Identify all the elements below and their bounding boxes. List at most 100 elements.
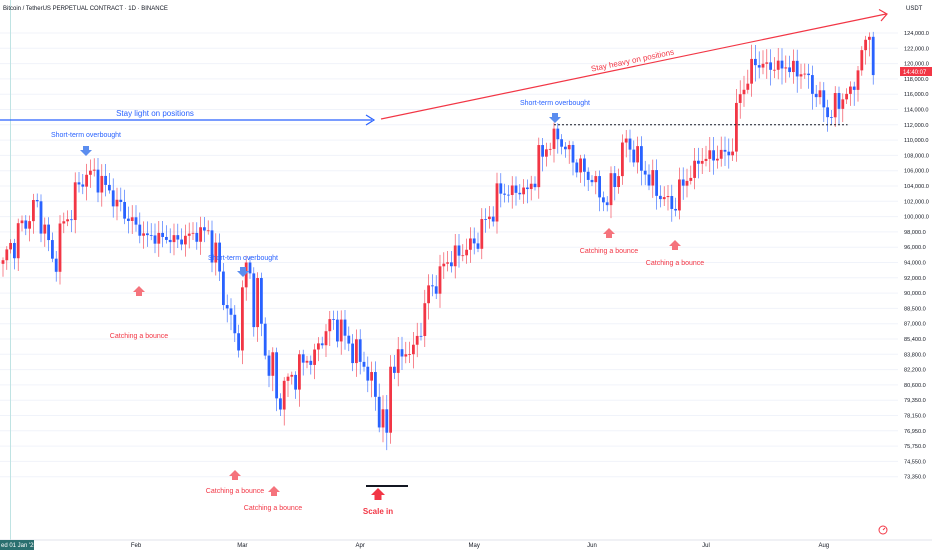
candle-body: [788, 67, 791, 73]
candle-body: [480, 219, 484, 249]
stay-heavy-arrowhead: [878, 8, 888, 22]
bounce-marker-jun1[interactable]: Catching a bounce: [580, 228, 638, 255]
candle-body: [735, 102, 738, 152]
candle-body: [184, 235, 187, 245]
candle-body: [43, 224, 47, 234]
time-tick-label: Jul: [702, 543, 710, 549]
price-tick-label: 96,000.0: [904, 245, 926, 251]
candle-body: [712, 150, 715, 161]
candle-body: [503, 193, 506, 195]
stay-light-annotation[interactable]: Stay light on positions: [0, 109, 376, 126]
candle-body: [370, 372, 373, 381]
candle-body: [400, 349, 404, 357]
candle-body: [237, 333, 240, 351]
candle-body: [564, 146, 567, 150]
bounce-marker-jun2[interactable]: Catching a bounce: [646, 240, 704, 267]
bounce-marker-mar2[interactable]: Catching a bounce: [244, 486, 302, 512]
candle-body: [138, 224, 142, 236]
bounce-marker-jan[interactable]: Catching a bounce: [110, 286, 168, 340]
price-tick-label: 78,150.0: [904, 414, 926, 420]
candle-body: [206, 230, 210, 232]
candle-body: [381, 409, 385, 428]
stay-heavy-annotation[interactable]: Stay heavy on positions: [380, 8, 888, 120]
candle-body: [594, 176, 598, 183]
candle-body: [241, 287, 244, 351]
candle-body: [73, 182, 77, 221]
candle-body: [727, 151, 731, 156]
up-arrow-icon: [371, 488, 385, 500]
candle-body: [104, 175, 107, 185]
candle-body: [111, 190, 115, 207]
overbought-marker-feb[interactable]: Short-term overbought: [208, 255, 278, 277]
price-tick-label: 104,000.0: [904, 184, 929, 190]
candle-body: [180, 239, 183, 245]
candle-body: [526, 187, 529, 190]
candle-body: [647, 174, 651, 186]
candle-body: [218, 242, 221, 272]
candle-body: [62, 221, 66, 224]
candle-body: [362, 361, 366, 367]
candle-body: [465, 249, 468, 256]
candle-body: [248, 262, 252, 274]
overbought-marker-may[interactable]: Short-term overbought: [520, 100, 590, 123]
candle-body: [514, 185, 518, 193]
candle-body: [39, 201, 43, 234]
candle-body: [742, 89, 746, 95]
candle-body: [127, 218, 130, 221]
candle-body: [450, 262, 453, 267]
time-scale[interactable]: ed 01 Jan '25 Feb Mar Apr May Jun Jul Aug: [0, 539, 932, 550]
candle-body: [267, 355, 271, 376]
candle-body: [187, 233, 191, 236]
candle-body: [643, 170, 647, 175]
price-tick-label: 90,000.0: [904, 291, 926, 297]
candle-body: [32, 200, 35, 222]
candle-body: [678, 179, 681, 211]
candle-body: [252, 273, 256, 328]
candle-body: [560, 139, 563, 147]
up-arrow-icon: [268, 486, 280, 496]
candle-body: [286, 376, 290, 381]
candle-body: [28, 221, 31, 229]
bounce-label: Catching a bounce: [646, 260, 704, 267]
candle-body: [746, 83, 750, 90]
scale-in-marker[interactable]: Scale in: [363, 485, 408, 516]
candle-body: [153, 235, 157, 244]
candle-body: [795, 60, 799, 77]
candle-body: [613, 173, 617, 188]
clock-icon[interactable]: [878, 525, 888, 535]
candle-body: [377, 396, 381, 428]
price-scale[interactable]: USDT 124,000.0 122,000.0 120,000.0 118,000.…: [898, 0, 932, 540]
candle-body: [81, 184, 85, 187]
candle-body: [294, 374, 297, 390]
candle-body: [453, 245, 457, 267]
candle-body: [670, 196, 674, 209]
candle-body: [640, 146, 643, 171]
candle-body: [282, 380, 286, 410]
candle-body: [176, 235, 180, 240]
candle-body: [412, 344, 415, 355]
price-tick-label: 76,950.0: [904, 429, 926, 435]
price-scale-background: [898, 0, 932, 540]
bounce-marker-mar1[interactable]: Catching a bounce: [206, 470, 264, 495]
candle-body: [704, 158, 708, 161]
scale-in-label: Scale in: [363, 507, 393, 516]
candle-body: [214, 242, 218, 263]
down-arrow-icon: [80, 146, 92, 156]
candle-body: [123, 202, 126, 219]
candle-body: [602, 197, 605, 203]
candle-body: [58, 223, 62, 272]
candle-body: [499, 183, 503, 194]
candle-body: [666, 196, 670, 198]
candle-body: [826, 107, 829, 118]
candle-body: [210, 230, 214, 263]
price-tick-label: 124,000.0: [904, 31, 929, 37]
candle-body: [271, 352, 275, 376]
down-arrow-icon: [237, 267, 249, 277]
candle-body: [590, 179, 594, 183]
overbought-marker-jan[interactable]: Short-term overbought: [51, 132, 121, 156]
candle-body: [628, 138, 632, 150]
up-arrow-icon: [133, 286, 145, 296]
candle-body: [697, 160, 700, 164]
candle-body: [233, 314, 237, 334]
